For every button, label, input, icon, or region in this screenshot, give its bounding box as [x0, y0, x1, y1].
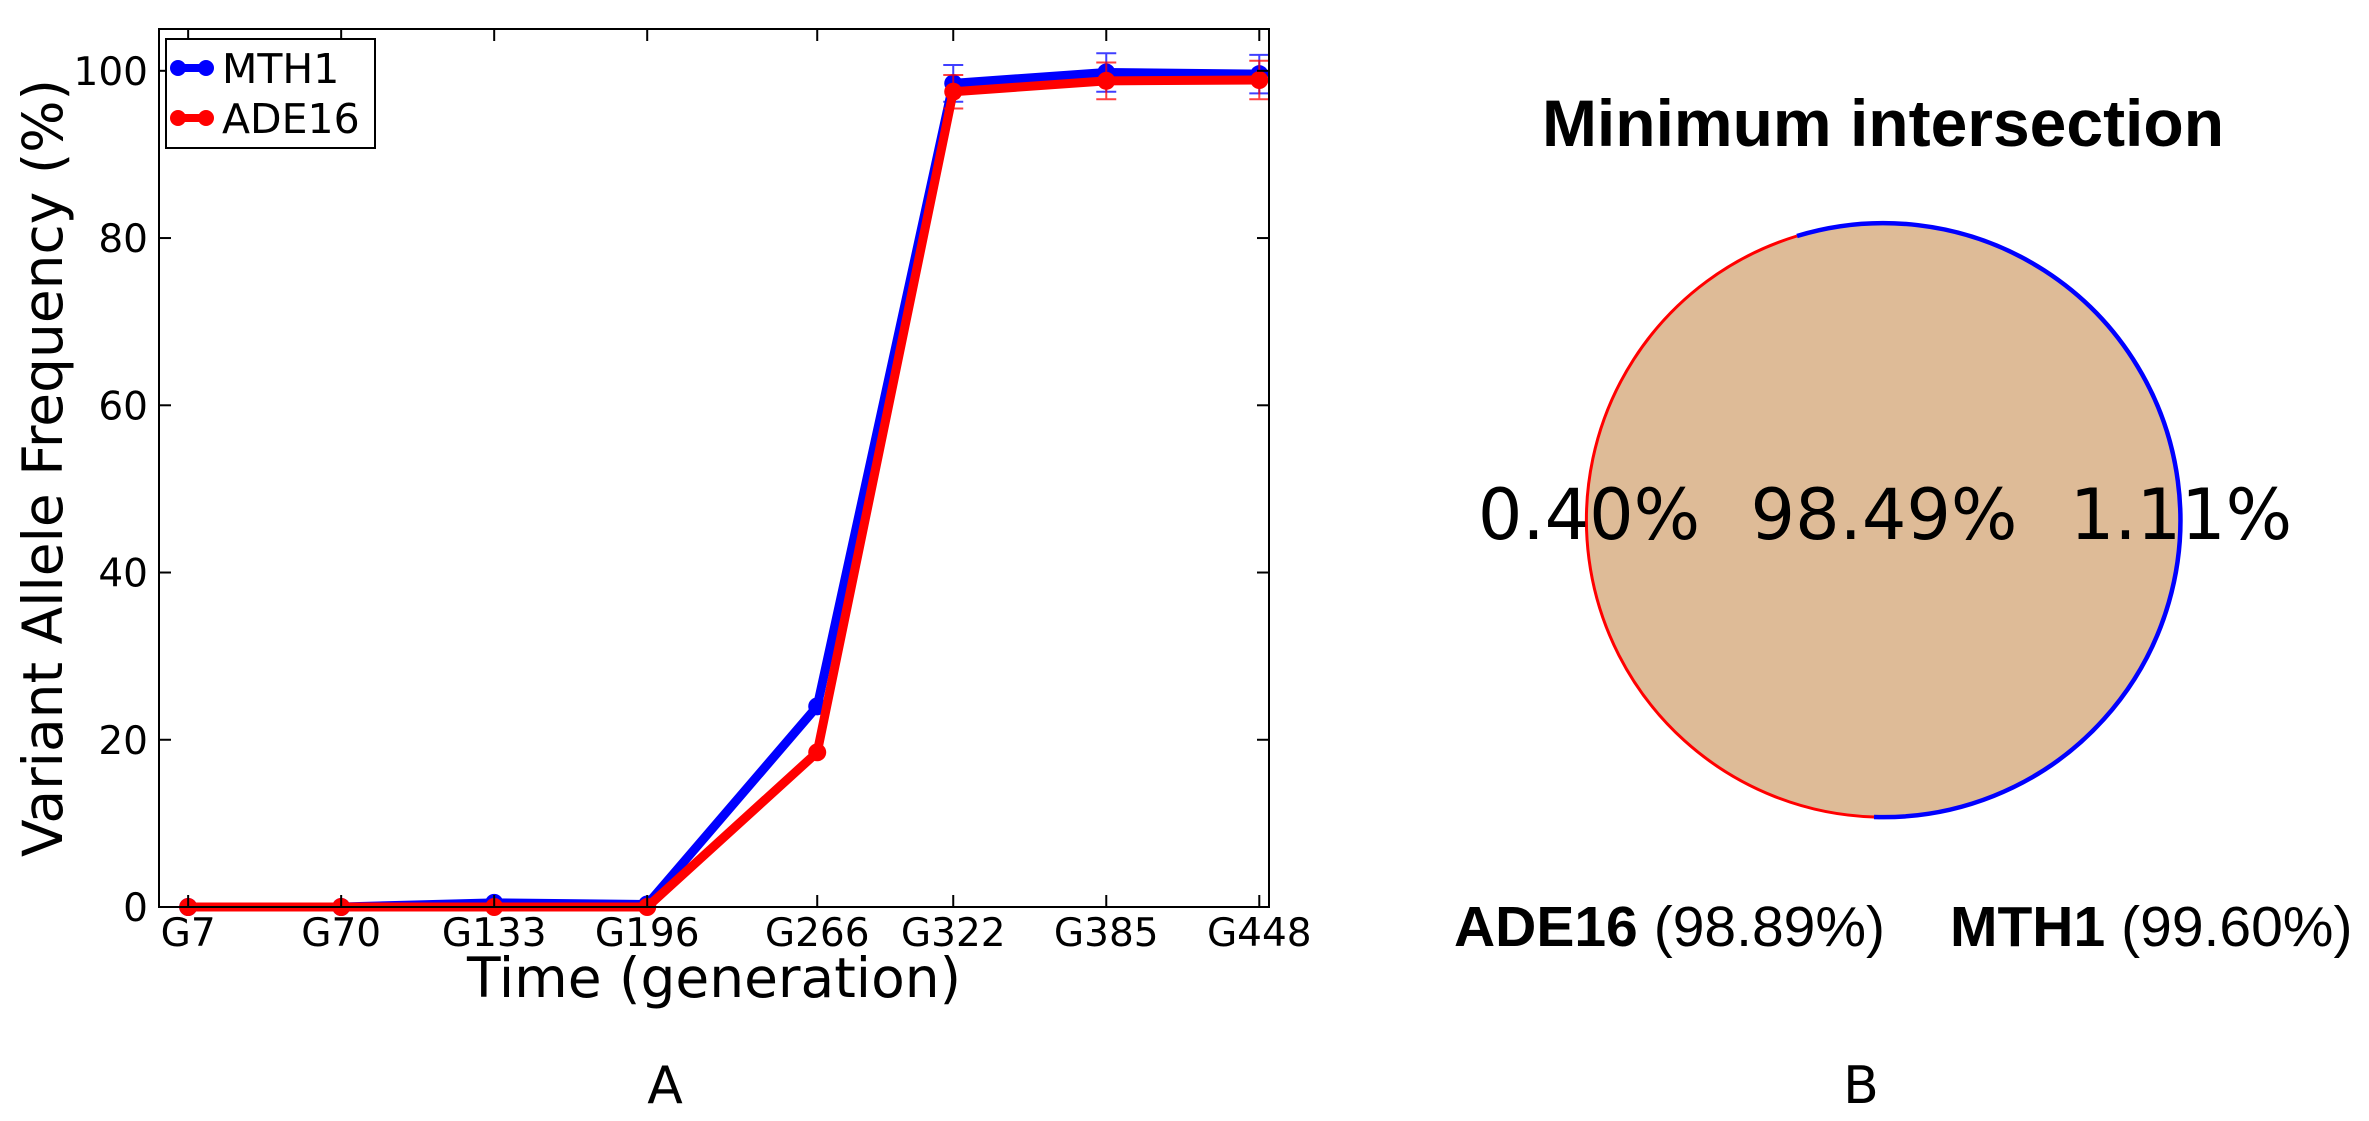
venn-region-mth1-only: 1.11% [2070, 474, 2292, 556]
legend-marker-swatch [198, 110, 214, 126]
venn-overlap-region [1587, 223, 2181, 817]
panel-label-b: B [1843, 1056, 1879, 1116]
y-axis-label: Variant Allele Frequency (%) [11, 79, 75, 857]
venn-set-label-ade16: ADE16 (98.89%) [1454, 895, 1885, 959]
legend-entry-ade16: ADE16 [170, 95, 360, 143]
legend-marker-swatch [198, 60, 214, 76]
y-tick-label: 60 [98, 384, 148, 429]
venn-region-intersection: 98.49% [1751, 474, 2018, 556]
plot-area-background [159, 29, 1269, 907]
legend-entry-mth1: MTH1 [170, 45, 339, 93]
venn-circle-mth1 [1796, 220, 2183, 820]
venn-circle-ade16 [1584, 234, 1875, 819]
set-value: (98.89%) [1654, 895, 1885, 959]
panel-label-a: A [647, 1056, 683, 1116]
legend-marker-swatch [170, 60, 186, 76]
x-tick-label: G266 [765, 911, 870, 956]
x-axis-label: Time (generation) [466, 946, 961, 1010]
y-tick-label: 0 [123, 886, 148, 931]
legend-marker-swatch [170, 110, 186, 126]
y-tick-label: 100 [74, 50, 148, 95]
legend-label: ADE16 [222, 95, 360, 143]
venn-region-ade16-only: 0.40% [1478, 474, 1700, 556]
line-chart-panel: 0 20 40 60 80 100 G7 G70 G133 G196 G266 G322 G385 G44… [11, 28, 1312, 1116]
legend-box [165, 38, 376, 149]
venn-title: Minimum intersection [1542, 86, 2224, 160]
x-tick-label: G133 [442, 911, 547, 956]
set-name: ADE16 [1454, 895, 1638, 959]
data-point [1097, 71, 1116, 90]
data-point [808, 743, 827, 762]
x-tick-label: G7 [161, 911, 216, 956]
y-tick-label: 20 [98, 719, 148, 764]
set-name: MTH1 [1950, 895, 2105, 959]
plot-frame [158, 28, 1270, 908]
x-tick-label: G196 [595, 911, 700, 956]
legend-label: MTH1 [222, 45, 339, 93]
axis-ticks: 0 20 40 60 80 100 G7 G70 G133 G196 G266 G322 G385 G44… [74, 29, 1312, 956]
x-tick-label: G70 [301, 911, 381, 956]
y-tick-label: 40 [98, 552, 148, 597]
data-point [944, 82, 963, 101]
y-tick-label: 80 [98, 217, 148, 262]
x-tick-label: G448 [1207, 911, 1312, 956]
chart-legend: MTH1 ADE16 [165, 38, 376, 149]
x-tick-label: G322 [901, 911, 1006, 956]
set-value: (99.60%) [2121, 895, 2352, 959]
x-tick-label: G385 [1054, 911, 1159, 956]
venn-diagram-panel: Minimum intersection 0.40% 98.49% 1.11% … [1454, 86, 2352, 1116]
data-point [1250, 71, 1269, 90]
venn-set-label-mth1: MTH1 (99.60%) [1950, 895, 2352, 959]
